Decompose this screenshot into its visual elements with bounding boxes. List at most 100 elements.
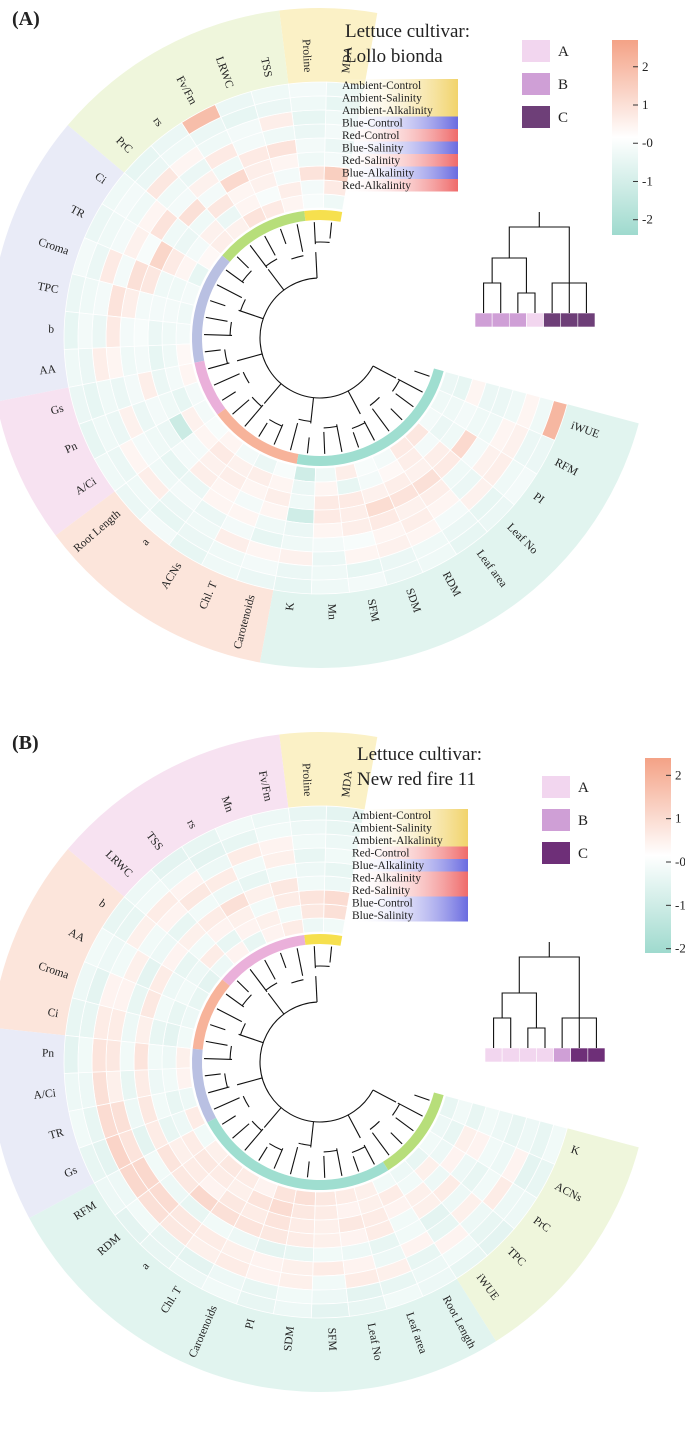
cluster-sector	[0, 387, 115, 536]
heatmap-cell	[150, 122, 190, 157]
heatmap-cell	[301, 193, 325, 210]
heatmap-cell	[91, 313, 108, 349]
heatmap-cell	[105, 315, 122, 349]
treatment-label: Blue-Salinity	[352, 910, 414, 922]
dendrogram-branch	[372, 1089, 397, 1103]
treatment-swatch	[350, 821, 468, 834]
heatmap-cell	[119, 316, 136, 348]
heatmap-cell	[289, 95, 327, 113]
dendrogram-branch	[291, 979, 304, 984]
dendrogram-branch	[296, 224, 304, 252]
heatmap-cell	[503, 466, 538, 506]
dendrogram-branch	[329, 946, 333, 963]
heatmap-cell	[272, 1299, 313, 1319]
dendrogram-branch	[313, 222, 316, 245]
heatmap-cell	[147, 1043, 164, 1071]
colorbar-tick-label: 1	[642, 97, 649, 112]
heatmap-cell	[64, 997, 87, 1038]
cluster-arc	[217, 408, 299, 464]
dendrogram-branch	[221, 1115, 236, 1125]
cluster-arc	[192, 255, 230, 363]
heatmap-cell	[313, 494, 341, 511]
dendrogram-branch	[242, 1095, 250, 1108]
heatmap-cell	[448, 520, 488, 556]
heatmap-cell	[310, 1301, 350, 1319]
heatmap-cell	[180, 103, 222, 136]
dendrogram-branch	[336, 424, 343, 453]
heatmap-cell	[298, 889, 325, 906]
panel-b: MDAProlineFv/FmMnrsTSSLRWCbAACromaCiPnA/…	[0, 731, 685, 1392]
heatmap-cell	[123, 869, 161, 907]
dendrogram-branch	[225, 993, 245, 1008]
heatmap-cell	[313, 508, 342, 525]
dendrogram-branch	[232, 399, 250, 415]
dendrogram-branch	[208, 1086, 230, 1094]
heatmap-cell	[311, 550, 347, 567]
heatmap-cell	[311, 564, 349, 581]
variable-label: TR	[48, 1126, 66, 1142]
cluster-sector	[279, 731, 378, 810]
dendrogram-branch	[241, 994, 252, 1007]
heatmap-cell	[287, 81, 327, 99]
heatmap-cell	[416, 1266, 458, 1297]
dendrogram-branch	[351, 1146, 366, 1154]
variable-label: b	[97, 898, 109, 911]
heatmap-cell	[139, 1233, 178, 1270]
variable-label: SDM	[282, 1326, 297, 1352]
dendrogram-branch	[352, 432, 360, 448]
heatmap-cell	[139, 509, 178, 546]
dendrogram-branch	[352, 1156, 360, 1172]
group-key-label: A	[558, 44, 569, 60]
heatmap-cell	[310, 577, 350, 595]
group-key-label: A	[578, 780, 589, 796]
treatment-swatch	[340, 179, 458, 192]
group-key-swatch	[522, 106, 550, 128]
heatmap-cell	[200, 1275, 242, 1305]
dendrogram-branch	[518, 956, 580, 1018]
heatmap-cell	[180, 827, 222, 860]
dendrogram-branch	[259, 1001, 374, 1123]
heatmap-cell	[293, 123, 326, 140]
heatmap-cell	[83, 927, 115, 968]
cluster-arc	[194, 360, 226, 415]
dendrogram-branch	[369, 396, 380, 406]
dendrogram-branch	[204, 1058, 233, 1060]
heatmap-cell	[311, 1274, 347, 1291]
treatment-swatch	[350, 909, 468, 922]
treatment-label: Ambient-Control	[342, 80, 421, 92]
treatment-swatch	[340, 129, 458, 142]
heatmap-cell	[68, 384, 93, 425]
dendrogram-branch	[363, 1144, 375, 1165]
heatmap-cell	[296, 875, 326, 892]
treatment-swatch	[340, 141, 458, 154]
heatmap-cell	[214, 90, 256, 118]
heatmap-cell	[323, 889, 351, 907]
cluster-arc	[382, 1092, 444, 1171]
treatment-dendrogram	[483, 212, 587, 313]
dendrogram-branch	[289, 1146, 299, 1175]
heatmap-cell	[300, 903, 325, 920]
dendrogram-branch	[273, 424, 284, 445]
dendrogram-branch	[296, 948, 304, 976]
variable-label: Pn	[63, 440, 79, 456]
dendrogram-branch	[347, 1114, 361, 1139]
heatmap-cell	[314, 480, 339, 497]
dendrogram-branch	[390, 408, 403, 421]
dendrogram-branch	[265, 982, 278, 991]
dendrogram-branch	[369, 1120, 380, 1130]
heatmap-cell	[541, 400, 568, 441]
colorbar-tick-label: -0	[675, 854, 685, 869]
dendrogram-branch	[315, 252, 318, 279]
group-key-label: B	[558, 77, 568, 93]
dendrogram-branch	[224, 1073, 228, 1088]
dendrogram-branch	[239, 299, 246, 312]
heatmap-cell	[64, 273, 87, 314]
group-strip-cell	[570, 1047, 589, 1063]
variable-label: PI	[243, 1317, 257, 1330]
dendrogram-branch	[213, 373, 240, 386]
variable-label: Pn	[42, 1047, 55, 1059]
cluster-sector	[259, 404, 639, 668]
cluster-arc	[191, 1048, 217, 1123]
treatment-label: Red-Control	[352, 848, 410, 860]
group-strip-cell	[526, 312, 544, 328]
